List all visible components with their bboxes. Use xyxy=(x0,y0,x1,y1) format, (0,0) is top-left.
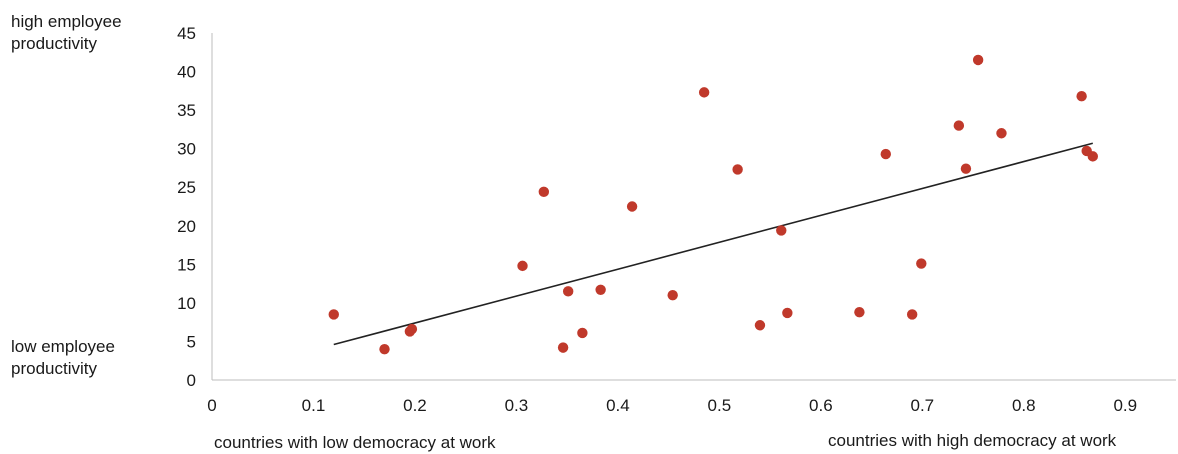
data-point xyxy=(854,306,865,318)
y-high-label: high employee productivity xyxy=(11,11,122,55)
x-tick-label: 0 xyxy=(207,396,216,415)
axes xyxy=(211,33,1176,381)
data-point xyxy=(667,289,678,301)
y-tick-label: 0 xyxy=(187,371,196,390)
data-point xyxy=(626,201,638,212)
data-point xyxy=(754,320,766,331)
data-point xyxy=(1076,91,1087,102)
data-point xyxy=(880,148,891,160)
data-point xyxy=(782,307,793,319)
x-tick-label: 0.7 xyxy=(910,396,934,415)
y-tick-label: 30 xyxy=(177,140,196,159)
x-tick-label: 0.2 xyxy=(403,396,427,415)
data-point xyxy=(1087,151,1098,162)
y-high-label-line-2: productivity xyxy=(11,34,97,53)
y-low-label-line-1: low employee xyxy=(11,337,115,356)
data-point xyxy=(732,164,743,175)
data-point xyxy=(557,342,569,353)
data-point xyxy=(517,260,528,272)
data-point xyxy=(379,343,390,355)
x-tick-label: 0.4 xyxy=(606,396,630,415)
data-point xyxy=(595,284,606,295)
trendline xyxy=(333,142,1093,346)
x-tick-label: 0.5 xyxy=(708,396,732,415)
x-tick-label: 0.8 xyxy=(1012,396,1036,415)
data-point xyxy=(960,163,972,174)
y-tick-label: 40 xyxy=(177,63,196,82)
data-point xyxy=(776,225,787,236)
data-point xyxy=(577,327,588,339)
y-axis-ticks: 0 5 10 15 20 25 30 35 40 45 xyxy=(177,24,196,390)
data-point xyxy=(406,323,418,335)
data-point xyxy=(953,120,965,131)
y-low-label-line-2: productivity xyxy=(11,359,97,378)
x-tick-label: 0.9 xyxy=(1113,396,1137,415)
trendline-group xyxy=(333,142,1093,346)
data-point xyxy=(996,128,1007,139)
data-point xyxy=(906,309,918,320)
data-point xyxy=(972,54,984,66)
data-point xyxy=(562,286,574,297)
x-tick-label: 0.1 xyxy=(302,396,326,415)
y-high-label-line-1: high employee xyxy=(11,12,122,31)
data-point xyxy=(538,186,550,198)
x-high-label: countries with high democracy at work xyxy=(828,431,1117,450)
x-axis-ticks: 0 0.1 0.2 0.3 0.4 0.5 0.6 0.7 0.8 0.9 xyxy=(207,396,1137,415)
y-tick-label: 35 xyxy=(177,101,196,120)
y-low-label: low employee productivity xyxy=(11,336,115,380)
y-tick-label: 15 xyxy=(177,255,196,274)
y-tick-label: 5 xyxy=(187,332,196,351)
y-tick-label: 45 xyxy=(177,24,196,43)
data-points xyxy=(328,54,1098,355)
y-tick-label: 10 xyxy=(177,294,196,313)
y-tick-label: 20 xyxy=(177,217,196,236)
x-low-label: countries with low democracy at work xyxy=(214,433,496,452)
x-tick-label: 0.3 xyxy=(505,396,529,415)
data-point xyxy=(916,258,927,269)
x-tick-label: 0.6 xyxy=(809,396,833,415)
data-point xyxy=(328,309,339,320)
y-tick-label: 25 xyxy=(177,178,196,197)
data-point xyxy=(698,87,710,98)
